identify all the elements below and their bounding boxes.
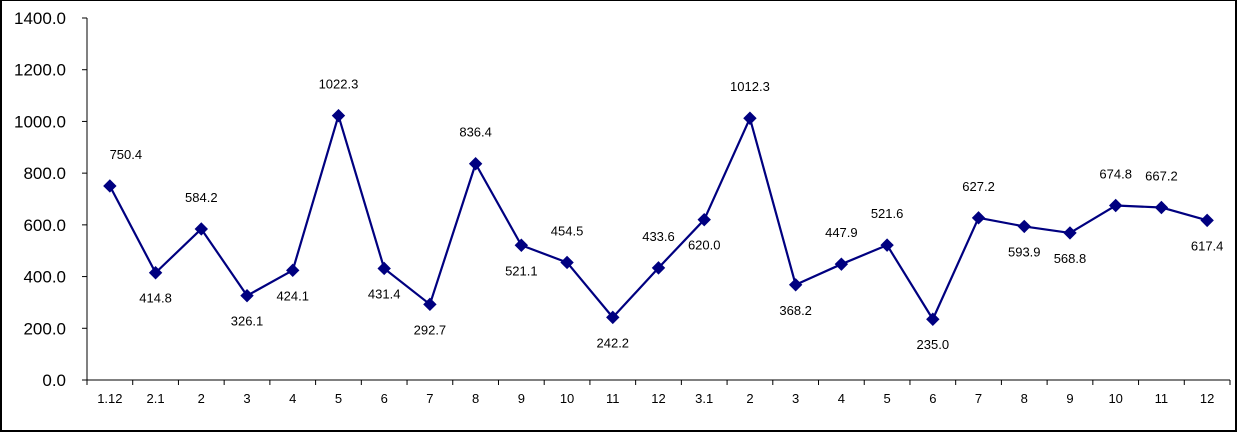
data-label: 593.9	[1008, 244, 1041, 259]
x-tick-label: 11	[1155, 391, 1169, 406]
x-tick-label: 1.12	[97, 391, 122, 406]
y-tick-label: 1200.0	[14, 61, 66, 80]
data-label: 521.6	[871, 206, 904, 221]
data-point-marker	[971, 211, 986, 225]
series-group	[103, 108, 1214, 326]
x-tick-label: 3	[792, 391, 799, 406]
data-label: 242.2	[597, 335, 630, 350]
x-tick-label: 12	[651, 391, 665, 406]
data-point-marker	[560, 255, 574, 270]
x-axis-ticks: 1.12 2.1 2 3 4 5 6 7 8 9 10 11 12 3.1 2 3 4 5 6 7 8 9 10 11 12	[86, 380, 1231, 406]
data-point-marker	[697, 212, 711, 227]
x-tick-label: 10	[560, 391, 574, 406]
data-point-marker	[514, 238, 529, 252]
data-point-marker	[788, 278, 803, 292]
data-label: 836.4	[459, 125, 492, 140]
data-label: 431.4	[368, 286, 401, 301]
data-label: 1022.3	[319, 77, 359, 92]
y-tick-label: 1400.0	[14, 9, 66, 28]
data-label: 368.2	[779, 303, 812, 318]
y-tick-label: 200.0	[23, 319, 66, 338]
data-label: 750.4	[110, 147, 143, 162]
data-label: 326.1	[231, 314, 264, 329]
x-tick-label: 6	[381, 391, 388, 406]
y-axis-ticks: 0.0 200.0 400.0 600.0 800.0 1000.0 1200.0 1400.…	[14, 9, 87, 390]
data-label: 617.4	[1191, 238, 1224, 253]
x-tick-label: 7	[426, 391, 433, 406]
data-point-marker	[423, 297, 437, 312]
data-point-marker	[240, 288, 254, 303]
x-tick-label: 9	[1066, 391, 1073, 406]
data-label: 674.8	[1099, 167, 1132, 182]
data-point-marker	[1200, 213, 1214, 228]
y-tick-label: 400.0	[23, 268, 66, 287]
x-tick-label: 8	[472, 391, 479, 406]
x-tick-label: 4	[838, 391, 845, 406]
y-tick-label: 800.0	[23, 164, 66, 183]
data-label: 424.1	[276, 288, 309, 303]
data-point-marker	[286, 263, 300, 278]
axes	[86, 18, 1230, 381]
data-point-marker	[606, 310, 620, 325]
x-tick-label: 9	[518, 391, 525, 406]
x-tick-label: 11	[606, 391, 620, 406]
data-point-marker	[1154, 200, 1169, 215]
data-point-marker	[194, 222, 209, 236]
x-tick-label: 3	[243, 391, 250, 406]
data-point-marker	[1108, 198, 1123, 213]
data-point-marker	[926, 312, 940, 326]
data-label: 235.0	[917, 337, 950, 352]
series-line	[108, 114, 1208, 321]
data-point-marker	[743, 111, 757, 125]
data-label: 568.8	[1054, 251, 1087, 266]
data-label: 433.6	[642, 229, 675, 244]
x-tick-label: 7	[975, 391, 982, 406]
x-tick-label: 2.1	[147, 391, 165, 406]
data-label: 584.2	[185, 190, 218, 205]
x-tick-label: 5	[335, 391, 342, 406]
y-tick-label: 1000.0	[14, 112, 66, 131]
data-label: 521.1	[505, 263, 538, 278]
x-tick-label: 6	[929, 391, 936, 406]
x-tick-label: 10	[1108, 391, 1122, 406]
x-tick-label: 4	[289, 391, 296, 406]
data-label: 414.8	[139, 291, 172, 306]
data-point-marker	[103, 179, 117, 193]
data-label: 1012.3	[730, 79, 770, 94]
y-tick-label: 0.0	[42, 371, 66, 390]
data-point-marker	[651, 261, 666, 275]
data-label: 667.2	[1145, 168, 1178, 183]
data-label: 454.5	[551, 223, 584, 238]
data-point-marker	[880, 238, 894, 252]
data-label: 620.0	[688, 238, 721, 253]
data-point-marker	[834, 257, 849, 271]
x-tick-label: 5	[883, 391, 890, 406]
x-tick-label: 2	[198, 391, 205, 406]
x-tick-label: 2	[746, 391, 753, 406]
data-point-marker	[468, 157, 483, 171]
data-label: 627.2	[962, 179, 995, 194]
x-tick-label: 8	[1021, 391, 1028, 406]
data-label: 292.7	[414, 322, 447, 337]
data-point-marker	[148, 266, 163, 280]
data-labels: 750.4 414.8 584.2 326.1 424.1 1022.3 431.4 292.…	[110, 77, 1224, 353]
y-tick-label: 600.0	[23, 216, 66, 235]
data-point-marker	[1063, 226, 1077, 240]
x-tick-label: 3.1	[695, 391, 713, 406]
data-point-marker	[377, 261, 391, 276]
data-point-marker	[1017, 219, 1031, 234]
data-point-marker	[331, 108, 346, 123]
data-label: 447.9	[825, 225, 858, 240]
x-tick-label: 12	[1200, 391, 1214, 406]
